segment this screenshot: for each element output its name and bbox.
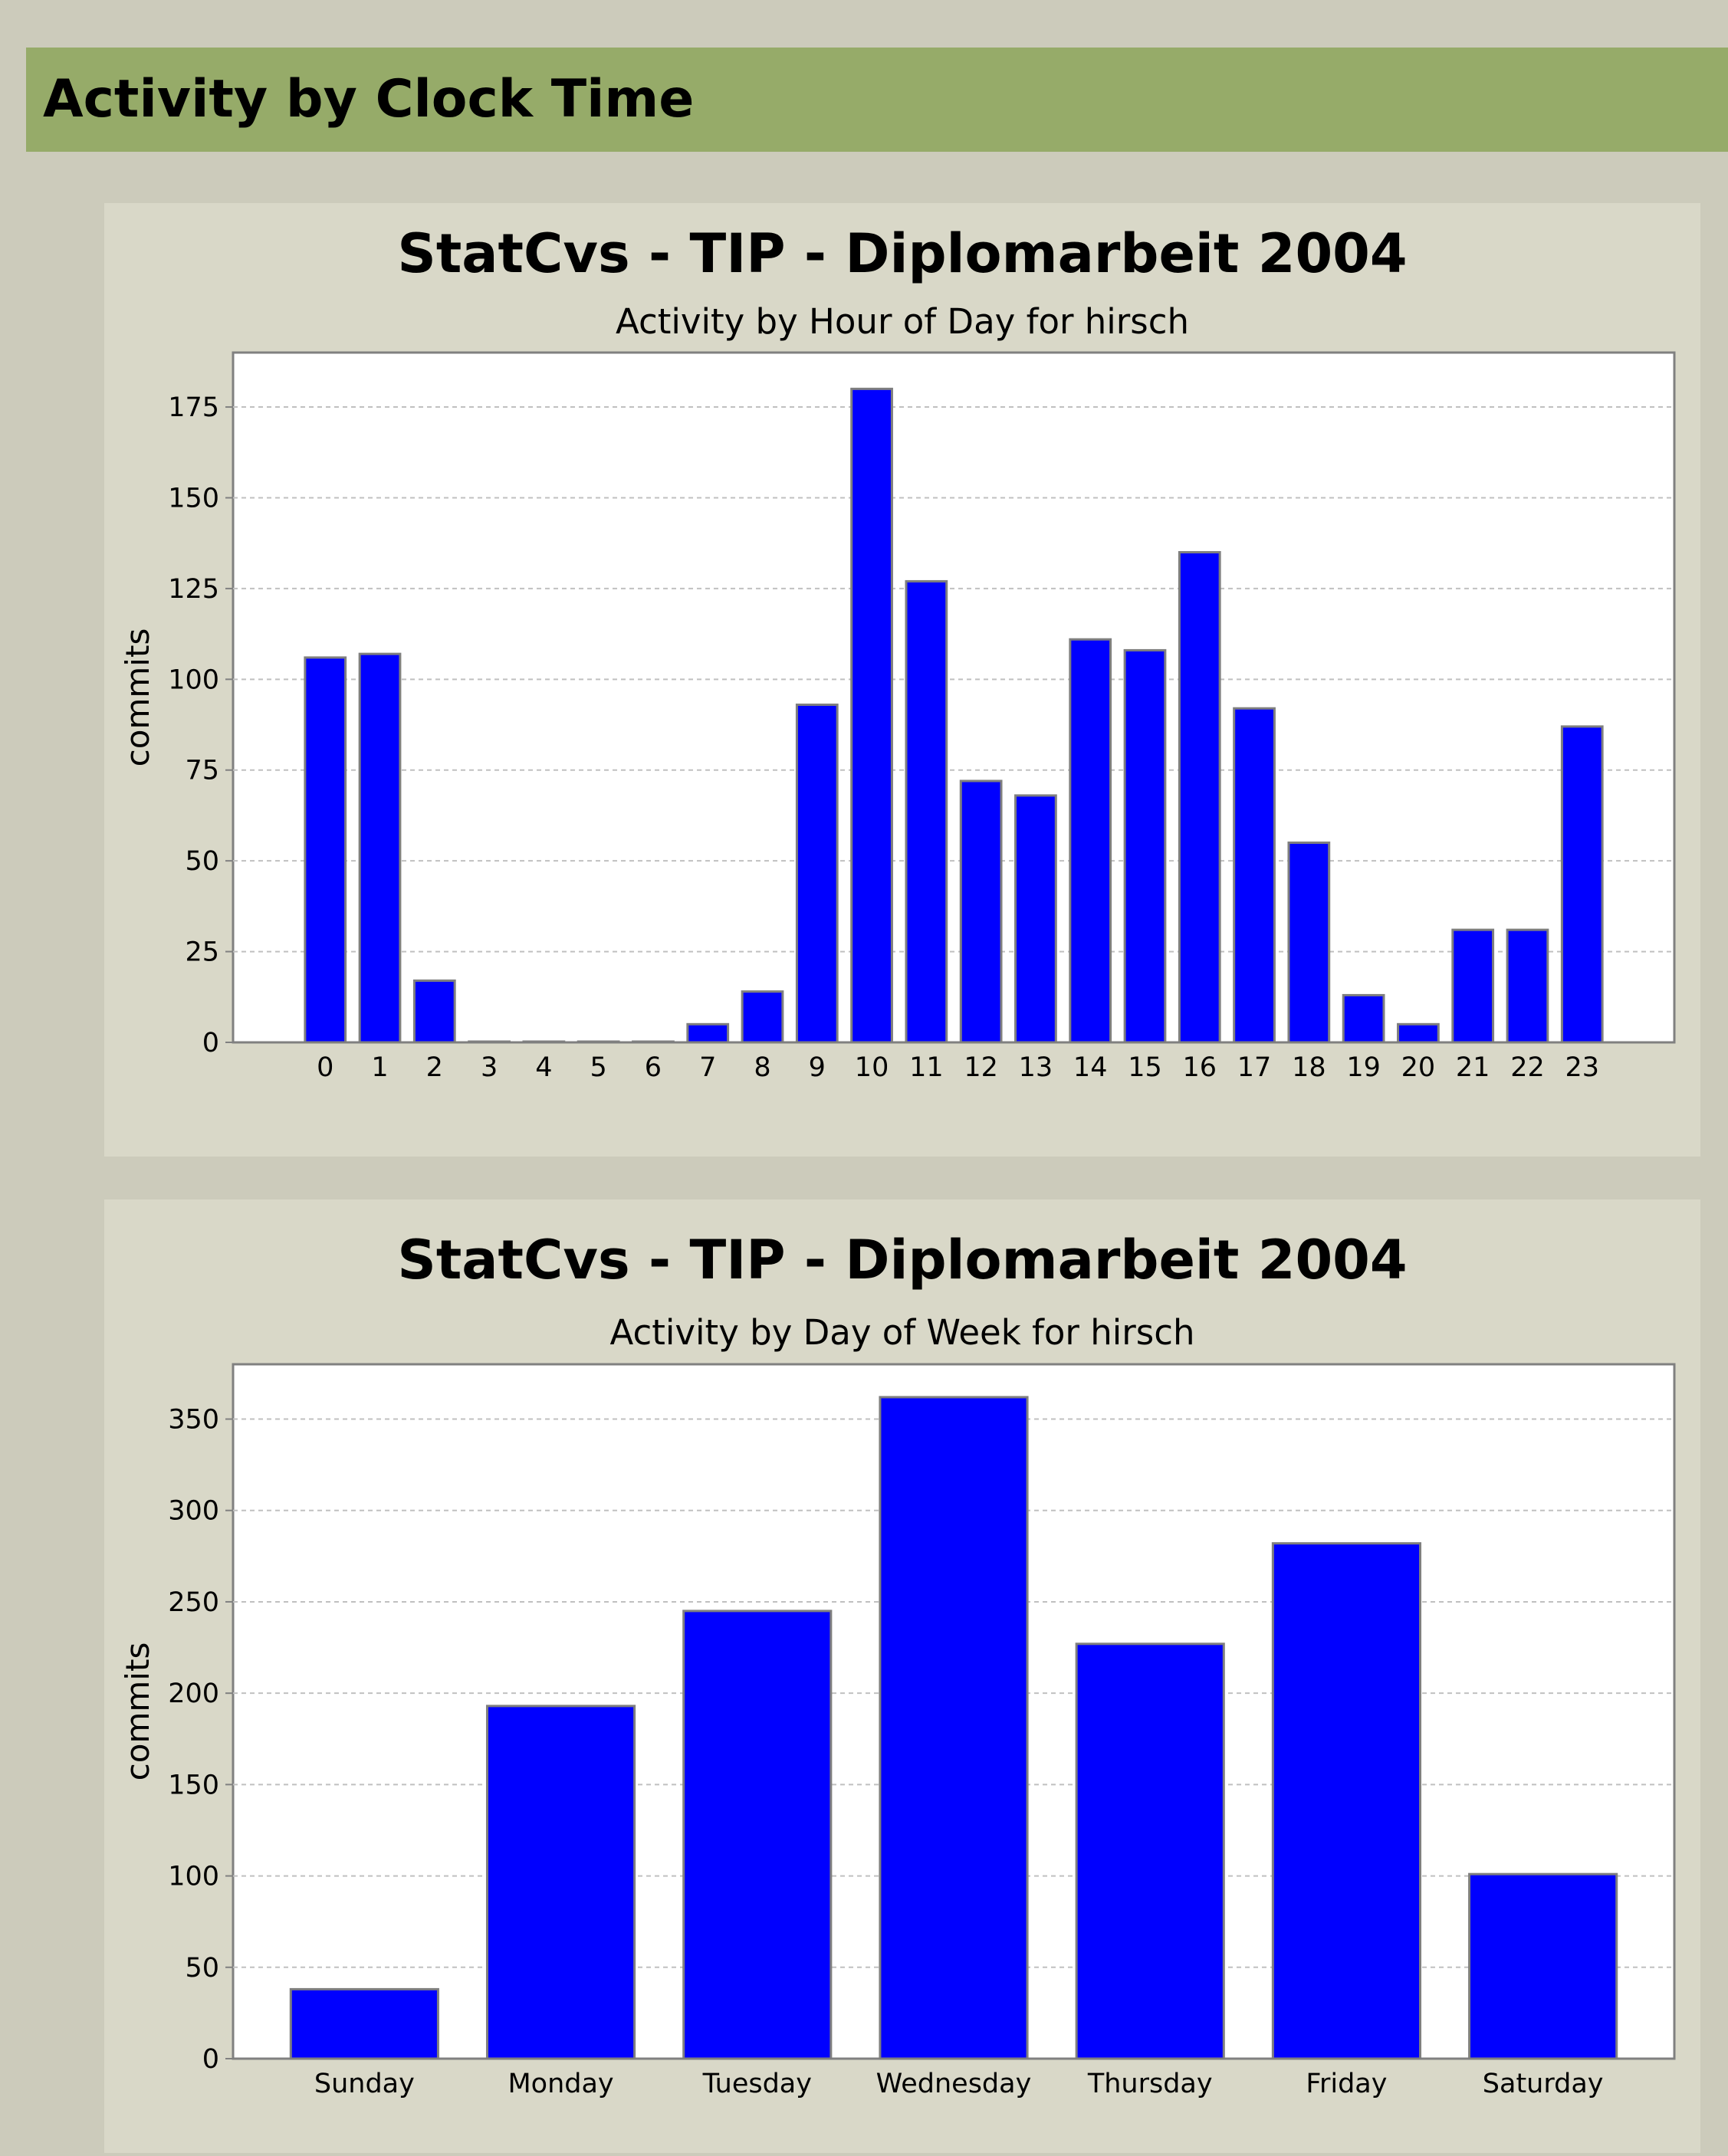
hour-of-day-chart: StatCvs - TIP - Diplomarbeit 2004 Activit… — [119, 222, 1676, 1083]
hour-chart-subtitle: Activity by Hour of Day for hirsch — [616, 301, 1189, 342]
week-x-tick-label-saturday: Saturday — [1483, 2069, 1604, 2099]
hour-bar-8 — [741, 990, 784, 1044]
hour-x-tick-label-7: 7 — [699, 1052, 716, 1083]
week-chart-subtitle: Activity by Day of Week for hirsch — [610, 1312, 1195, 1353]
chart-panel-hour-of-day: StatCvs - TIP - Diplomarbeit 2004 Activit… — [104, 203, 1700, 1157]
hour-y-axis-label: commits — [119, 628, 156, 767]
hour-bar-12 — [959, 779, 1003, 1044]
week-x-tick-label-thursday: Thursday — [1087, 2069, 1213, 2099]
hour-bar-0 — [304, 656, 347, 1044]
chart-panel-day-of-week: StatCvs - TIP - Diplomarbeit 2004 Activit… — [104, 1199, 1700, 2153]
hour-bar-17 — [1233, 707, 1276, 1044]
week-y-tick-label: 300 — [168, 1496, 219, 1527]
week-x-tick-label-sunday: Sunday — [314, 2069, 415, 2099]
hour-bar-21 — [1451, 928, 1495, 1044]
week-x-tick-label-friday: Friday — [1306, 2069, 1387, 2099]
hour-bar-1 — [358, 652, 402, 1044]
hour-x-tick-label-13: 13 — [1019, 1052, 1053, 1083]
hour-bar-16 — [1178, 551, 1221, 1044]
week-y-tick-label: 200 — [168, 1679, 219, 1709]
hour-x-tick-label-12: 12 — [964, 1052, 998, 1083]
hour-x-tick-label-10: 10 — [855, 1052, 889, 1083]
hour-bar-18 — [1287, 841, 1331, 1044]
hour-y-tick-label: 75 — [185, 756, 219, 786]
hour-y-tick-label: 100 — [168, 665, 219, 695]
week-y-tick-label: 0 — [202, 2044, 219, 2075]
hour-x-tick-label-1: 1 — [371, 1052, 388, 1083]
week-chart-title: StatCvs - TIP - Diplomarbeit 2004 — [397, 1229, 1407, 1291]
day-of-week-chart: StatCvs - TIP - Diplomarbeit 2004 Activit… — [119, 1229, 1676, 2099]
week-y-tick-label: 50 — [185, 1953, 219, 1984]
hour-bar-7 — [686, 1022, 730, 1044]
hour-x-tick-label-15: 15 — [1128, 1052, 1162, 1083]
week-bar-saturday — [1468, 1872, 1618, 2060]
hour-x-tick-label-9: 9 — [809, 1052, 826, 1083]
hour-x-tick-label-19: 19 — [1346, 1052, 1381, 1083]
hour-y-tick-label: 175 — [168, 392, 219, 423]
hour-x-tick-label-16: 16 — [1183, 1052, 1217, 1083]
hour-x-tick-label-8: 8 — [754, 1052, 770, 1083]
hour-x-tick-label-0: 0 — [317, 1052, 333, 1083]
hour-y-tick-label: 0 — [202, 1028, 219, 1058]
hour-x-tick-label-11: 11 — [909, 1052, 944, 1083]
week-y-tick-label: 250 — [168, 1587, 219, 1618]
hour-bar-22 — [1506, 928, 1549, 1044]
hour-chart-title: StatCvs - TIP - Diplomarbeit 2004 — [397, 222, 1407, 285]
hour-bar-11 — [905, 579, 948, 1044]
section-title: Activity by Clock Time — [43, 69, 695, 130]
hour-x-tick-label-23: 23 — [1565, 1052, 1599, 1083]
hour-bar-10 — [850, 387, 893, 1044]
week-y-tick-label: 150 — [168, 1770, 219, 1800]
week-bar-wednesday — [879, 1396, 1029, 2060]
hour-bar-13 — [1014, 794, 1057, 1044]
hour-bar-15 — [1123, 648, 1167, 1044]
hour-bar-2 — [412, 979, 456, 1044]
week-x-tick-label-tuesday: Tuesday — [702, 2069, 812, 2099]
hour-bar-9 — [795, 703, 839, 1044]
hour-x-tick-label-2: 2 — [426, 1052, 443, 1083]
hour-x-tick-label-6: 6 — [645, 1052, 662, 1083]
week-x-tick-label-wednesday: Wednesday — [876, 2069, 1032, 2099]
hour-x-tick-label-5: 5 — [590, 1052, 607, 1083]
week-bar-thursday — [1075, 1642, 1225, 2060]
week-bar-sunday — [289, 1987, 439, 2060]
section-header: Activity by Clock Time — [26, 48, 1728, 152]
week-y-tick-label: 350 — [168, 1405, 219, 1436]
hour-bar-14 — [1069, 638, 1112, 1044]
week-bar-monday — [485, 1705, 636, 2060]
hour-x-tick-label-22: 22 — [1510, 1052, 1545, 1083]
hour-y-tick-label: 50 — [185, 846, 219, 877]
week-bar-tuesday — [682, 1610, 833, 2060]
hour-plot-area — [232, 351, 1676, 1044]
hour-y-tick-label: 125 — [168, 574, 219, 605]
hour-x-tick-label-17: 17 — [1237, 1052, 1272, 1083]
hour-bar-20 — [1397, 1022, 1440, 1044]
hour-bar-19 — [1342, 993, 1385, 1044]
week-bar-friday — [1271, 1542, 1422, 2060]
hour-bar-23 — [1560, 725, 1604, 1044]
hour-x-tick-label-20: 20 — [1401, 1052, 1436, 1083]
week-x-tick-label-monday: Monday — [508, 2069, 613, 2099]
week-y-axis-label: commits — [119, 1642, 156, 1781]
hour-x-tick-label-21: 21 — [1456, 1052, 1490, 1083]
hour-x-tick-label-18: 18 — [1292, 1052, 1326, 1083]
hour-x-tick-label-4: 4 — [535, 1052, 552, 1083]
hour-x-tick-label-14: 14 — [1073, 1052, 1108, 1083]
hour-y-tick-label: 150 — [168, 483, 219, 514]
week-y-tick-label: 100 — [168, 1862, 219, 1892]
hour-y-tick-label: 25 — [185, 937, 219, 968]
hour-x-tick-label-3: 3 — [481, 1052, 498, 1083]
